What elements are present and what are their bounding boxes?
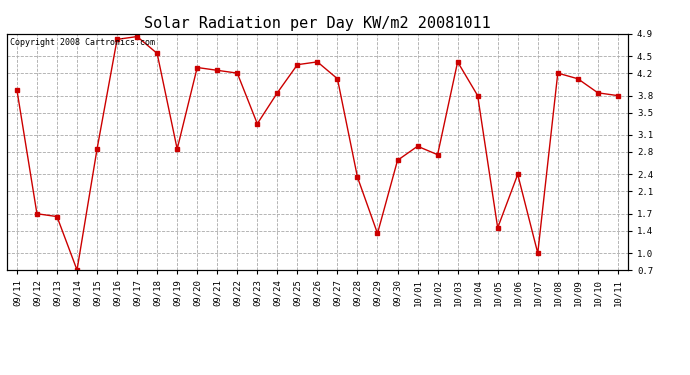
Text: Copyright 2008 Cartronics.com: Copyright 2008 Cartronics.com (10, 39, 155, 48)
Title: Solar Radiation per Day KW/m2 20081011: Solar Radiation per Day KW/m2 20081011 (144, 16, 491, 31)
